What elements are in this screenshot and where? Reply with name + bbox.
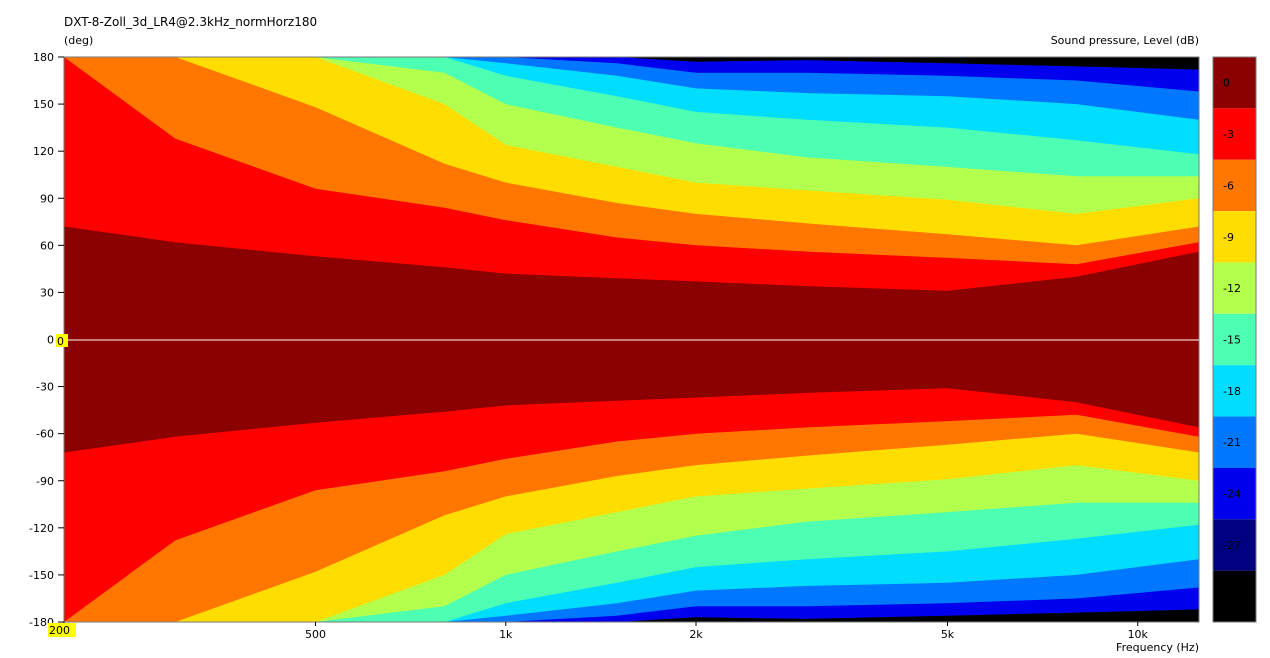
colorbar-tick-label: -24 [1223,488,1241,501]
x-axis-ticks: 500 1k 2k 5k 10k [63,622,1149,641]
colorbar-tick-label: -3 [1223,128,1234,141]
colorbar-tick-label: -30 [1223,590,1241,603]
y-axis-ticks: 180 150 120 90 60 30 0 -30 -60 -90 -120 -150 -180 [29,51,64,629]
colorbar-tick-label: -12 [1223,282,1241,295]
colorbar-label: Sound pressure, Level (dB) [1051,34,1199,47]
y-axis-label: (deg) [64,34,93,47]
colorbar-swatch [1213,467,1256,520]
y-marker: 0 [56,334,68,348]
y-tick-label: 0 [47,334,54,347]
y-tick-label: -120 [29,522,54,535]
y-tick-label: 150 [33,98,54,111]
y-tick-label: -90 [36,475,54,488]
x-marker: 200 [48,623,76,637]
colorbar-swatch [1213,262,1256,314]
x-tick-label: 5k [941,628,955,641]
x-tick-label: 1k [499,628,513,641]
colorbar-tick-label: -27 [1223,539,1241,552]
y-tick-label: 90 [40,192,54,205]
x-marker-label: 200 [49,624,70,637]
x-tick-label: 2k [689,628,703,641]
x-tick-label: 500 [305,628,326,641]
colorbar-swatch [1213,57,1256,109]
colorbar-tick-label: 0 [1223,77,1230,90]
colorbar: 0 -3 -6 -9 -12 -15 -18 -21 -24 -27 -30 [1212,56,1257,623]
colorbar-swatch [1213,159,1256,212]
chart-title: DXT-8-Zoll_3d_LR4@2.3kHz_normHorz180 [64,15,317,29]
colorbar-swatch [1213,416,1256,468]
colorbar-tick-label: -15 [1223,334,1241,347]
y-tick-label: 180 [33,51,54,64]
y-tick-label: 60 [40,239,54,252]
colorbar-swatch [1213,313,1256,366]
colorbar-tick-label: -6 [1223,179,1234,192]
colorbar-swatch [1213,211,1256,263]
y-tick-label: -180 [29,616,54,629]
colorbar-tick-label: -18 [1223,385,1241,398]
colorbar-tick-label: -9 [1223,231,1234,244]
colorbar-swatch [1213,108,1256,160]
y-tick-label: 30 [40,286,54,299]
colorbar-swatch [1213,365,1256,417]
colorbar-swatch [1213,519,1256,571]
x-axis-label: Frequency (Hz) [1116,641,1199,654]
colorbar-swatch [1213,570,1256,622]
y-marker-label: 0 [57,335,64,348]
y-tick-label: -150 [29,569,54,582]
y-tick-label: 120 [33,145,54,158]
x-tick-label: 10k [1128,628,1149,641]
plot-area [64,57,1199,622]
colorbar-tick-label: -21 [1223,436,1241,449]
y-tick-label: -30 [36,381,54,394]
y-tick-label: -60 [36,428,54,441]
